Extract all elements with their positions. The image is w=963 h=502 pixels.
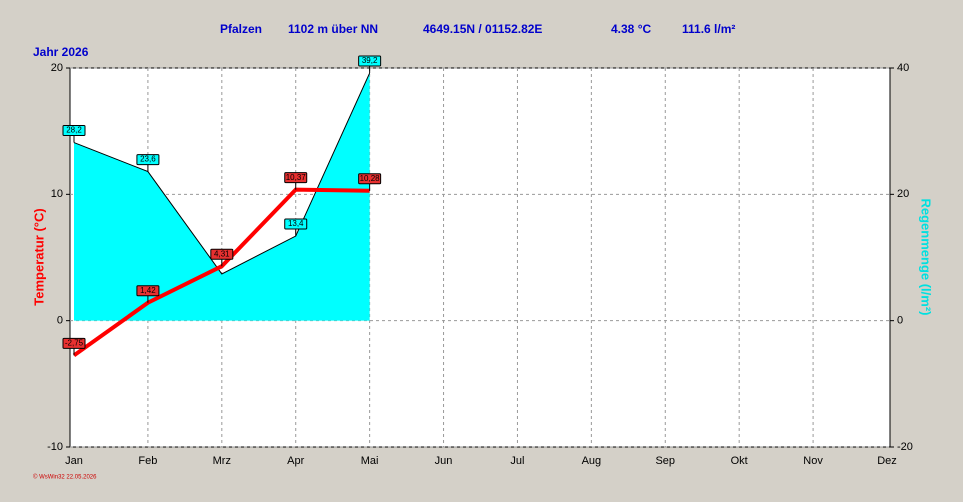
header-rain: 111.6 l/m²: [682, 22, 735, 36]
value-label: 10,28: [360, 174, 381, 183]
header-temp: 4.38 °C: [611, 22, 651, 36]
value-label-box: [284, 172, 308, 184]
y2-axis-label: Regenmenge (l/m²): [919, 198, 934, 315]
value-label-box: [284, 218, 308, 230]
y-tick-label: 20: [51, 62, 63, 74]
value-label-box: [62, 125, 86, 137]
rain-area: [74, 73, 370, 321]
footer: © WsWin32 22.05.2026: [33, 474, 97, 481]
y2-tick-label: -20: [897, 441, 913, 453]
x-tick-label: Dez: [877, 455, 897, 467]
x-tick-label: Mai: [361, 455, 379, 467]
value-label-box: [62, 337, 86, 349]
header-station: Pfalzen: [220, 22, 262, 36]
x-tick-label: Feb: [138, 455, 157, 467]
value-label-box: [358, 173, 382, 185]
subtitle: Jahr 2026: [33, 45, 89, 59]
y2-tick-label: 40: [897, 62, 909, 74]
value-label: 10,37: [286, 173, 307, 182]
y-tick-label: -10: [47, 441, 63, 453]
x-tick-label: Nov: [803, 455, 823, 467]
value-label: 13,4: [288, 219, 304, 228]
value-label: -2,75: [65, 339, 84, 348]
x-tick-label: Apr: [287, 455, 304, 467]
x-tick-label: Sep: [655, 455, 675, 467]
value-label-box: [210, 248, 234, 260]
value-label-box: [136, 285, 160, 297]
value-label-box: [358, 55, 382, 67]
header-altitude: 1102 m über NN: [288, 22, 378, 36]
y2-tick-label: 0: [897, 315, 903, 327]
x-tick-label: Mrz: [213, 455, 231, 467]
y-tick-label: 10: [51, 188, 63, 200]
value-label: 4,31: [214, 249, 230, 258]
value-label: 28,2: [66, 126, 82, 135]
x-tick-label: Okt: [731, 455, 748, 467]
value-label: 23,6: [140, 155, 156, 164]
rain-outline: [73, 72, 371, 275]
x-tick-label: Jun: [435, 455, 453, 467]
x-tick-label: Jul: [510, 455, 524, 467]
value-label: 1,42: [140, 286, 156, 295]
value-label: 39,2: [362, 56, 378, 65]
header-coords: 4649.15N / 01152.82E: [423, 22, 542, 36]
value-label-box: [136, 154, 160, 166]
y-axis-label: Temperatur (°C): [31, 208, 46, 305]
y2-tick-label: 20: [897, 188, 909, 200]
x-tick-label: Jan: [65, 455, 83, 467]
y-tick-label: 0: [57, 315, 63, 327]
x-tick-label: Aug: [582, 455, 602, 467]
